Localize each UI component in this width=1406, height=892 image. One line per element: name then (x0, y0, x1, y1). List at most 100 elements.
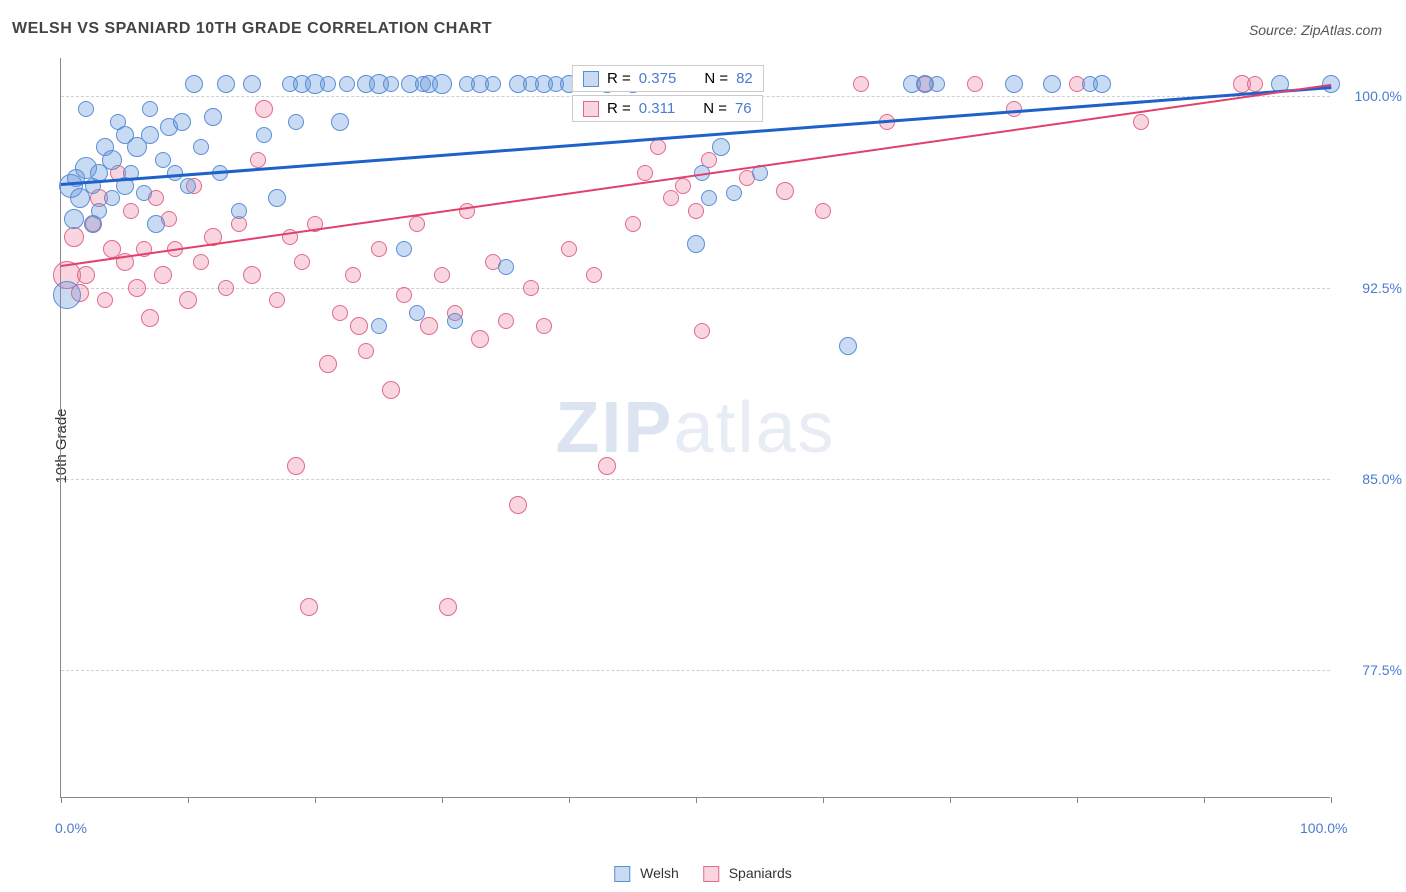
data-point (509, 496, 527, 514)
data-point (409, 216, 425, 232)
legend-item-spaniards: Spaniards (703, 865, 792, 882)
x-tick-mark (823, 797, 824, 803)
data-point (300, 598, 318, 616)
data-point (64, 227, 84, 247)
data-point (255, 100, 273, 118)
legend-swatch-welsh (614, 866, 630, 882)
data-point (155, 152, 171, 168)
data-point (498, 259, 514, 275)
data-point (663, 190, 679, 206)
data-point (371, 241, 387, 257)
data-point (78, 101, 94, 117)
data-point (929, 76, 945, 92)
data-point (142, 101, 158, 117)
data-point (447, 313, 463, 329)
stat-legend-welsh: R =0.375N =82 (572, 65, 764, 92)
data-point (1133, 114, 1149, 130)
data-point (1043, 75, 1061, 93)
data-point (967, 76, 983, 92)
y-tick-label: 85.0% (1362, 471, 1402, 487)
data-point (268, 189, 286, 207)
data-point (91, 203, 107, 219)
data-point (1247, 76, 1263, 92)
data-point (339, 76, 355, 92)
data-point (358, 343, 374, 359)
data-point (250, 152, 266, 168)
data-point (485, 76, 501, 92)
data-point (97, 292, 113, 308)
data-point (231, 203, 247, 219)
data-point (625, 216, 641, 232)
data-point (288, 114, 304, 130)
data-point (650, 139, 666, 155)
data-point (294, 254, 310, 270)
watermark: ZIPatlas (555, 387, 835, 469)
data-point (382, 381, 400, 399)
data-point (687, 235, 705, 253)
data-point (776, 182, 794, 200)
gridline (61, 288, 1330, 289)
data-point (439, 598, 457, 616)
data-point (1005, 75, 1023, 93)
data-point (1322, 75, 1340, 93)
data-point (345, 267, 361, 283)
x-tick-mark (1331, 797, 1332, 803)
data-point (123, 203, 139, 219)
chart-source: Source: ZipAtlas.com (1249, 22, 1382, 38)
data-point (173, 113, 191, 131)
data-point (104, 190, 120, 206)
gridline (61, 479, 1330, 480)
data-point (712, 138, 730, 156)
data-point (371, 318, 387, 334)
plot-area: ZIPatlas 77.5%85.0%92.5%100.0% (60, 58, 1330, 798)
data-point (839, 337, 857, 355)
data-point (694, 323, 710, 339)
data-point (561, 241, 577, 257)
data-point (204, 108, 222, 126)
data-point (64, 209, 84, 229)
legend-item-welsh: Welsh (614, 865, 679, 882)
data-point (598, 457, 616, 475)
legend-bottom: Welsh Spaniards (614, 865, 791, 882)
data-point (815, 203, 831, 219)
data-point (53, 281, 81, 309)
data-point (726, 185, 742, 201)
data-point (523, 280, 539, 296)
data-point (332, 305, 348, 321)
data-point (432, 74, 452, 94)
x-tick-mark (1077, 797, 1078, 803)
data-point (141, 126, 159, 144)
chart-container: WELSH VS SPANIARD 10TH GRADE CORRELATION… (0, 0, 1406, 892)
data-point (287, 457, 305, 475)
data-point (331, 113, 349, 131)
gridline (61, 670, 1330, 671)
data-point (180, 178, 196, 194)
data-point (320, 76, 336, 92)
data-point (193, 139, 209, 155)
data-point (586, 267, 602, 283)
data-point (536, 318, 552, 334)
data-point (136, 185, 152, 201)
data-point (350, 317, 368, 335)
data-point (637, 165, 653, 181)
x-tick-mark (950, 797, 951, 803)
data-point (218, 280, 234, 296)
data-point (396, 287, 412, 303)
legend-swatch-icon (583, 71, 599, 87)
x-tick-mark (569, 797, 570, 803)
legend-swatch-spaniards (703, 866, 719, 882)
data-point (243, 266, 261, 284)
data-point (147, 215, 165, 233)
x-tick-mark (61, 797, 62, 803)
data-point (179, 291, 197, 309)
x-tick-mark (315, 797, 316, 803)
x-tick-mark (442, 797, 443, 803)
data-point (217, 75, 235, 93)
y-tick-label: 77.5% (1362, 662, 1402, 678)
chart-title: WELSH VS SPANIARD 10TH GRADE CORRELATION… (12, 20, 492, 38)
data-point (701, 190, 717, 206)
y-tick-label: 100.0% (1355, 88, 1402, 104)
data-point (243, 75, 261, 93)
x-tick-label-start: 0.0% (55, 820, 87, 836)
legend-swatch-icon (583, 101, 599, 117)
